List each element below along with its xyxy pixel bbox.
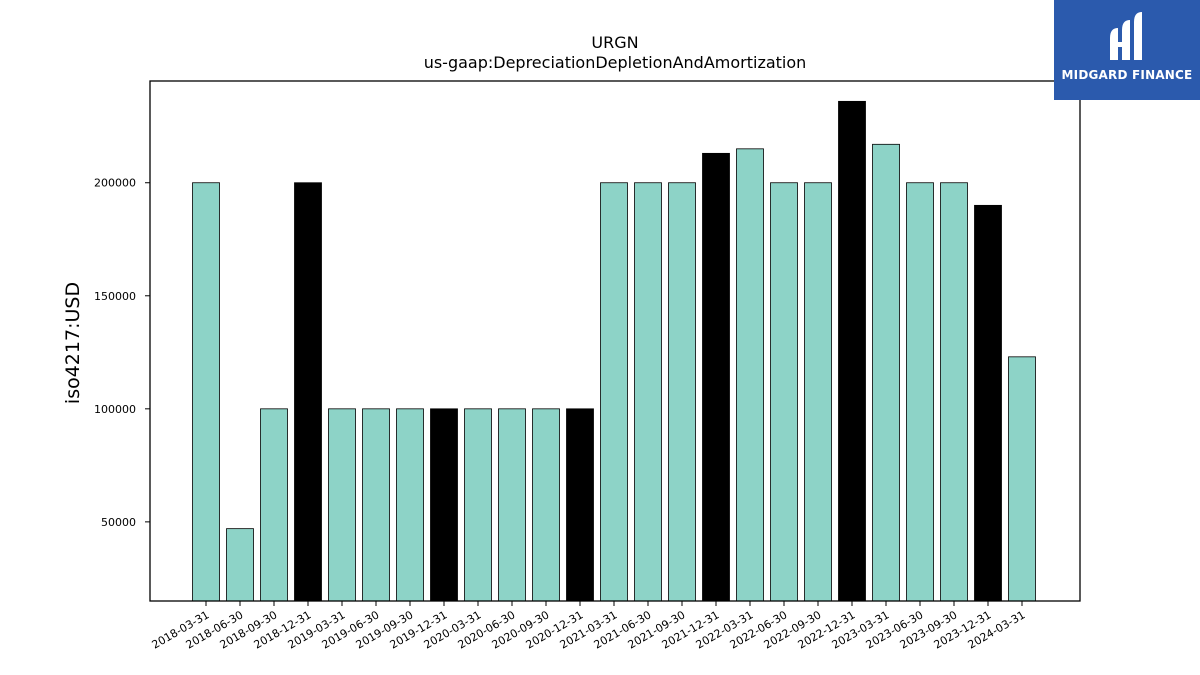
chart-title: URGN [591, 33, 638, 52]
y-tick-label: 200000 [94, 177, 136, 190]
bar-2018-03-31 [192, 182, 220, 602]
bar-2018-09-30 [260, 408, 288, 602]
bar-2022-06-30 [770, 182, 798, 602]
x-axis-ticks: 2018-03-312018-06-302018-09-302018-12-31… [150, 601, 1028, 652]
bar-2020-09-30 [532, 408, 560, 602]
bar-2018-06-30 [226, 528, 254, 602]
bar-2019-03-31 [328, 408, 356, 602]
bar-2020-03-31 [464, 408, 492, 602]
bar-2019-12-31 [430, 408, 458, 602]
midgard-finance-logo: MIDGARD FINANCE [1054, 0, 1200, 100]
bar-2023-06-30 [906, 182, 934, 602]
bars-group [192, 100, 1036, 602]
plot-frame [149, 80, 1081, 602]
bar-2020-12-31 [566, 408, 594, 602]
bar-2019-09-30 [396, 408, 424, 602]
bar-2019-06-30 [362, 408, 390, 602]
bar-2023-09-30 [940, 182, 968, 602]
bar-2021-12-31 [702, 152, 730, 602]
bar-2021-03-31 [600, 182, 628, 602]
bar-2022-12-31 [838, 100, 866, 602]
bar-2023-03-31 [872, 143, 900, 602]
chart-subtitle: us-gaap:DepreciationDepletionAndAmortiza… [424, 53, 807, 72]
bar-2024-03-31 [1008, 356, 1036, 602]
bar-2022-03-31 [736, 148, 764, 602]
y-tick-label: 50000 [101, 516, 136, 529]
bar-2022-09-30 [804, 182, 832, 602]
bar-2021-06-30 [634, 182, 662, 602]
y-axis-ticks: 50000 100000 150000 200000 [94, 177, 150, 529]
y-tick-label: 100000 [94, 403, 136, 416]
y-tick-label: 150000 [94, 290, 136, 303]
y-axis-label: iso4217:USD [62, 282, 84, 404]
logo-text: MIDGARD FINANCE [1061, 68, 1193, 82]
bar-2020-06-30 [498, 408, 526, 602]
bar-2023-12-31 [974, 204, 1002, 602]
bar-2021-09-30 [668, 182, 696, 602]
bar-2018-12-31 [294, 182, 322, 602]
midgard-logo-icon [1110, 12, 1142, 60]
